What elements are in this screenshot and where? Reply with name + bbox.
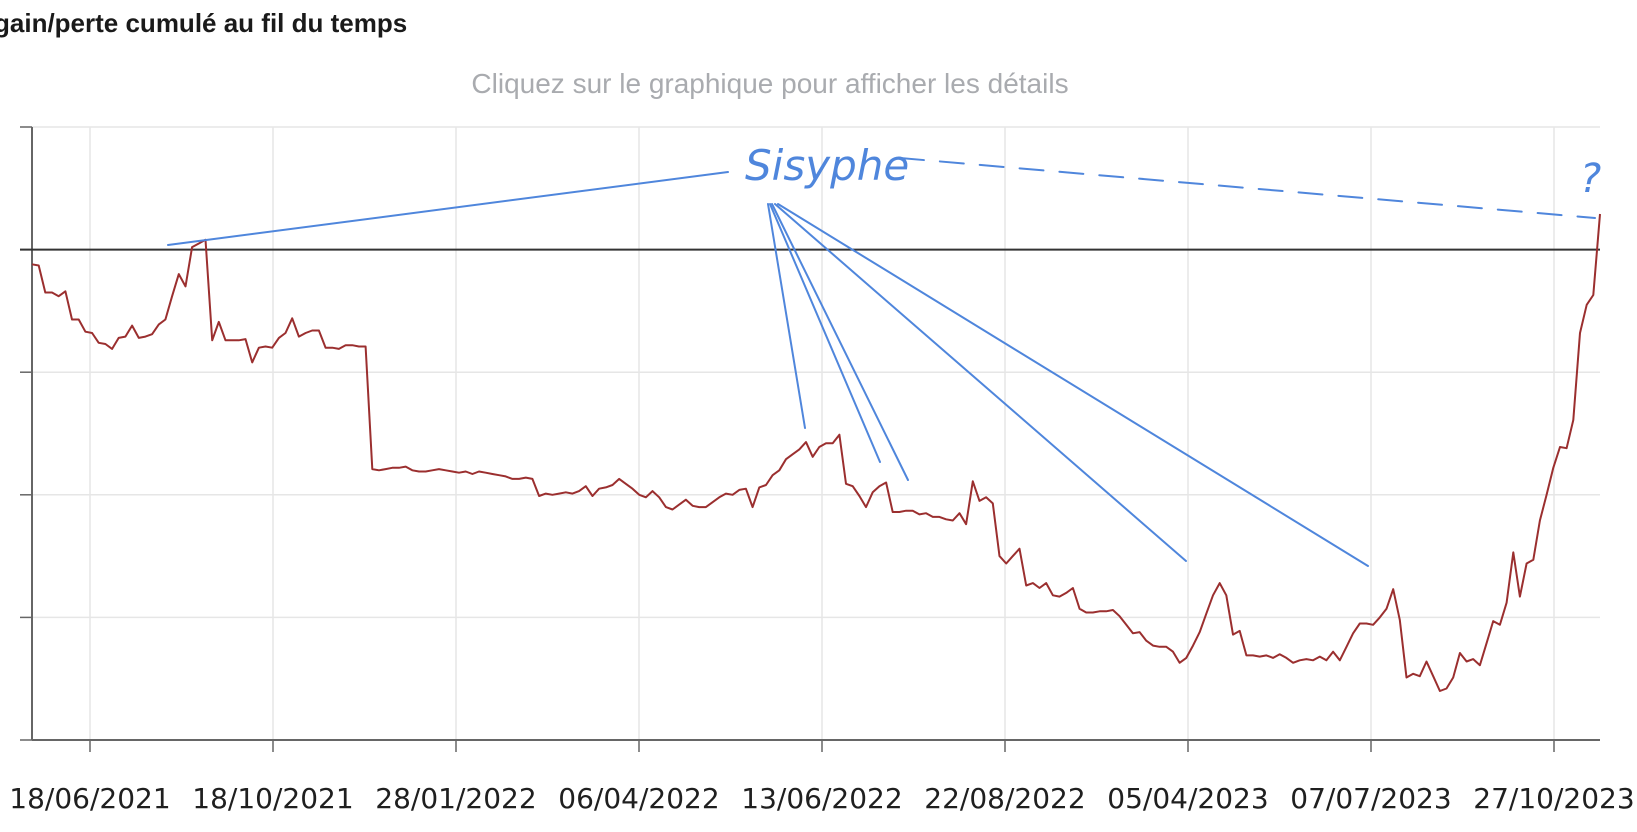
chart-axes	[20, 126, 1600, 752]
x-tick-label: 07/07/2023	[1290, 782, 1451, 815]
series-layer[interactable]	[31, 213, 1601, 692]
annotation-pointer-line	[777, 203, 1369, 567]
annotation-question-mark: ?	[1580, 156, 1601, 202]
series-line[interactable]	[31, 213, 1601, 692]
x-tick-label: 27/10/2023	[1473, 782, 1634, 815]
x-tick-label: 13/06/2022	[741, 782, 902, 815]
x-tick-label: 22/08/2022	[924, 782, 1085, 815]
chart-title: gain/perte cumulé au fil du temps	[0, 8, 408, 38]
x-tick-label: 18/10/2021	[192, 782, 353, 815]
annotation-pointer-line	[771, 203, 909, 481]
annotation-pointer-line	[167, 171, 729, 246]
chart-gridlines	[32, 126, 1600, 741]
annotation-pointer-line	[769, 203, 881, 463]
chart-subtitle[interactable]: Cliquez sur le graphique pour afficher l…	[471, 68, 1069, 99]
x-tick-label: 18/06/2021	[9, 782, 170, 815]
handwritten-annotation: Sisyphe ?	[167, 141, 1601, 567]
annotation-pointer-line	[767, 203, 806, 429]
annotation-label: Sisyphe	[745, 141, 909, 190]
x-axis-tick-labels: 18/06/2021 18/10/2021 28/01/2022 06/04/2022…	[9, 782, 1634, 815]
annotation-pointer-line	[774, 203, 1187, 562]
annotation-pointer-line	[899, 157, 1596, 219]
x-tick-label: 05/04/2023	[1107, 782, 1268, 815]
x-tick-label: 06/04/2022	[558, 782, 719, 815]
x-tick-label: 28/01/2022	[375, 782, 536, 815]
